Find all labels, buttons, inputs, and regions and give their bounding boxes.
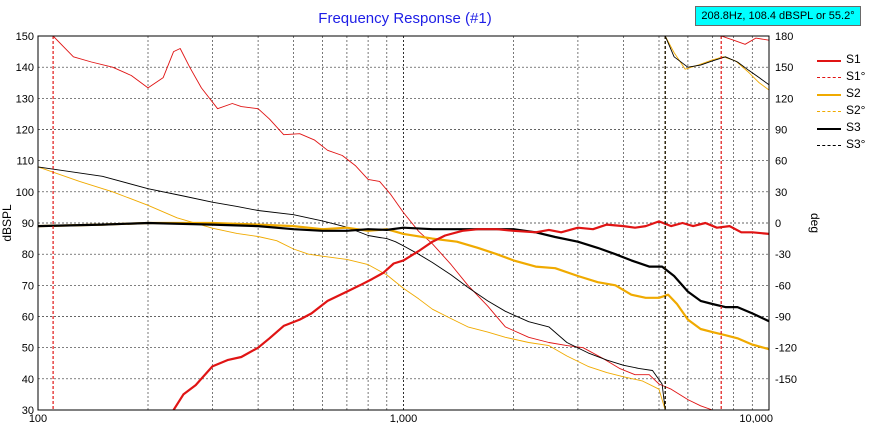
y-tick-label: 50 xyxy=(22,343,34,355)
series-line-s1-phase xyxy=(721,36,769,45)
legend-item-s3[interactable]: S3 xyxy=(814,120,870,137)
y2-tick-label: 60 xyxy=(775,156,787,168)
y2-tick-label: -30 xyxy=(775,249,791,261)
series-line-s2-phase xyxy=(38,166,666,410)
legend-label-s3-phase: S3° xyxy=(846,137,866,151)
y-tick-label: 110 xyxy=(16,156,34,168)
x-tick-label: 1,000 xyxy=(390,413,418,423)
legend-label-s3: S3 xyxy=(846,120,861,134)
legend-swatch-s2 xyxy=(817,94,841,96)
y-tick-label: 120 xyxy=(16,125,34,137)
y2-tick-label: -120 xyxy=(775,343,797,355)
legend-item-s1-phase[interactable]: S1° xyxy=(814,69,870,86)
y2-tick-label: -60 xyxy=(775,280,791,292)
legend-swatch-s1-phase xyxy=(817,77,841,78)
y-tick-label: 80 xyxy=(22,249,34,261)
legend: S1 S1° S2 S2° S3 S3° xyxy=(814,52,870,154)
legend-item-s2-phase[interactable]: S2° xyxy=(814,103,870,120)
legend-swatch-s2-phase xyxy=(817,111,841,112)
y-axis-label: dBSPL xyxy=(0,204,14,242)
legend-swatch-s3-phase xyxy=(817,145,841,146)
legend-item-s1[interactable]: S1 xyxy=(814,52,870,69)
y2-tick-label: 120 xyxy=(775,93,793,105)
series-line-s3-phase xyxy=(664,36,769,86)
x-tick-label: 100 xyxy=(29,413,47,423)
y2-axis-label: deg xyxy=(808,213,822,233)
legend-label-s2-phase: S2° xyxy=(846,103,866,117)
y2-tick-label: -150 xyxy=(775,374,797,386)
x-tick-label: 10,000 xyxy=(739,413,773,423)
legend-label-s2: S2 xyxy=(846,86,861,100)
legend-label-s1: S1 xyxy=(846,52,861,66)
y2-tick-label: 90 xyxy=(775,125,787,137)
series-line-s3-phase xyxy=(38,166,666,410)
legend-swatch-s3 xyxy=(817,128,841,130)
y-tick-label: 90 xyxy=(22,218,34,230)
y-tick-label: 130 xyxy=(16,93,34,105)
legend-item-s2[interactable]: S2 xyxy=(814,86,870,103)
y-tick-label: 100 xyxy=(16,187,34,199)
legend-swatch-s1 xyxy=(817,60,841,62)
y2-tick-label: 30 xyxy=(775,187,787,199)
y2-tick-label: -90 xyxy=(775,312,791,324)
y2-tick-label: 0 xyxy=(775,218,781,230)
cursor-readout: 208.8Hz, 108.4 dBSPL or 55.2° xyxy=(695,6,861,26)
axis-tick-labels: 30 40 50 60 70 80 90 100 110 120 130 140 150 -150 -120… xyxy=(16,31,797,423)
chart-title: Frequency Response (#1) xyxy=(318,10,492,27)
legend-label-s1-phase: S1° xyxy=(846,69,866,83)
y-tick-label: 70 xyxy=(22,280,34,292)
y-tick-label: 40 xyxy=(22,374,34,386)
plot-area-border xyxy=(37,35,770,411)
y2-tick-label: 150 xyxy=(775,62,793,74)
y-tick-label: 140 xyxy=(16,62,34,74)
series-line-s1 xyxy=(172,220,769,410)
grid-lines xyxy=(38,36,769,410)
y-tick-label: 60 xyxy=(22,312,34,324)
y-tick-label: 150 xyxy=(16,31,34,43)
y-tick-label: 30 xyxy=(22,405,34,417)
series-line-s1-phase xyxy=(52,36,722,410)
data-series xyxy=(38,36,769,410)
y2-tick-label: 180 xyxy=(775,31,793,43)
legend-item-s3-phase[interactable]: S3° xyxy=(814,137,870,154)
series-line-s2 xyxy=(38,221,769,351)
